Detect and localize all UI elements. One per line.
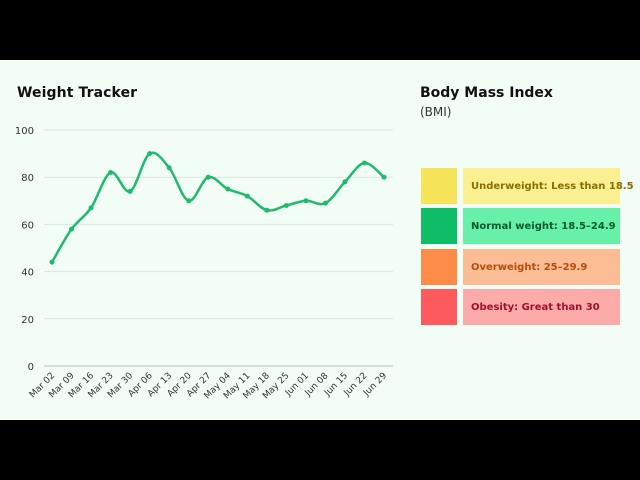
bmi-label-obesity: Obesity: Great than 30 [463, 289, 620, 325]
data-point [69, 226, 75, 232]
data-point [186, 198, 192, 204]
chart-title: Weight Tracker [17, 85, 138, 101]
bmi-item-underweight: Underweight: Less than 18.5 [421, 168, 634, 204]
bmi-swatch-normal [421, 208, 457, 244]
bmi-item-overweight: Overweight: 25–29.9 [421, 249, 620, 285]
y-tick-label: 80 [21, 173, 34, 184]
data-point [342, 179, 348, 185]
bmi-label-overweight: Overweight: 25–29.9 [463, 249, 620, 285]
data-point [147, 151, 153, 157]
data-point [49, 259, 55, 265]
data-point [264, 207, 270, 213]
data-point [88, 205, 94, 211]
weight-series-line [50, 151, 386, 264]
bmi-swatch-overweight [421, 249, 457, 285]
y-tick-label: 40 [21, 268, 34, 279]
data-point [283, 203, 289, 209]
bmi-swatch-obesity [421, 289, 457, 325]
bmi-title: Body Mass Index [420, 85, 553, 101]
data-point [225, 186, 231, 192]
data-point [166, 165, 172, 171]
y-tick-label: 20 [21, 315, 34, 326]
data-point [244, 193, 250, 199]
bmi-item-normal: Normal weight: 18.5–24.9 [421, 208, 620, 244]
data-point [108, 169, 114, 175]
y-tick-label: 100 [15, 126, 34, 137]
bmi-label-underweight: Underweight: Less than 18.5 [463, 168, 634, 204]
data-point [205, 174, 211, 180]
data-point [322, 200, 328, 206]
data-point [361, 160, 367, 166]
data-point [381, 174, 387, 180]
data-point [127, 188, 133, 194]
bmi-label-normal: Normal weight: 18.5–24.9 [463, 208, 620, 244]
bmi-swatch-underweight [421, 168, 457, 204]
y-tick-label: 0 [28, 362, 34, 373]
data-point [303, 198, 309, 204]
bmi-subtitle: (BMI) [420, 105, 452, 119]
bmi-item-obesity: Obesity: Great than 30 [421, 289, 620, 325]
y-tick-label: 60 [21, 220, 34, 231]
